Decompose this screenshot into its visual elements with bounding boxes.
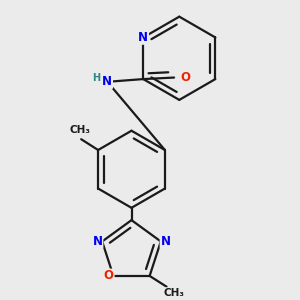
Text: O: O bbox=[181, 71, 191, 84]
Text: N: N bbox=[102, 75, 112, 88]
Text: N: N bbox=[138, 31, 148, 44]
Text: N: N bbox=[93, 235, 103, 248]
Text: CH₃: CH₃ bbox=[69, 125, 90, 135]
Text: O: O bbox=[104, 269, 114, 282]
Text: H: H bbox=[92, 73, 100, 83]
Text: N: N bbox=[160, 235, 170, 248]
Text: CH₃: CH₃ bbox=[164, 288, 185, 298]
